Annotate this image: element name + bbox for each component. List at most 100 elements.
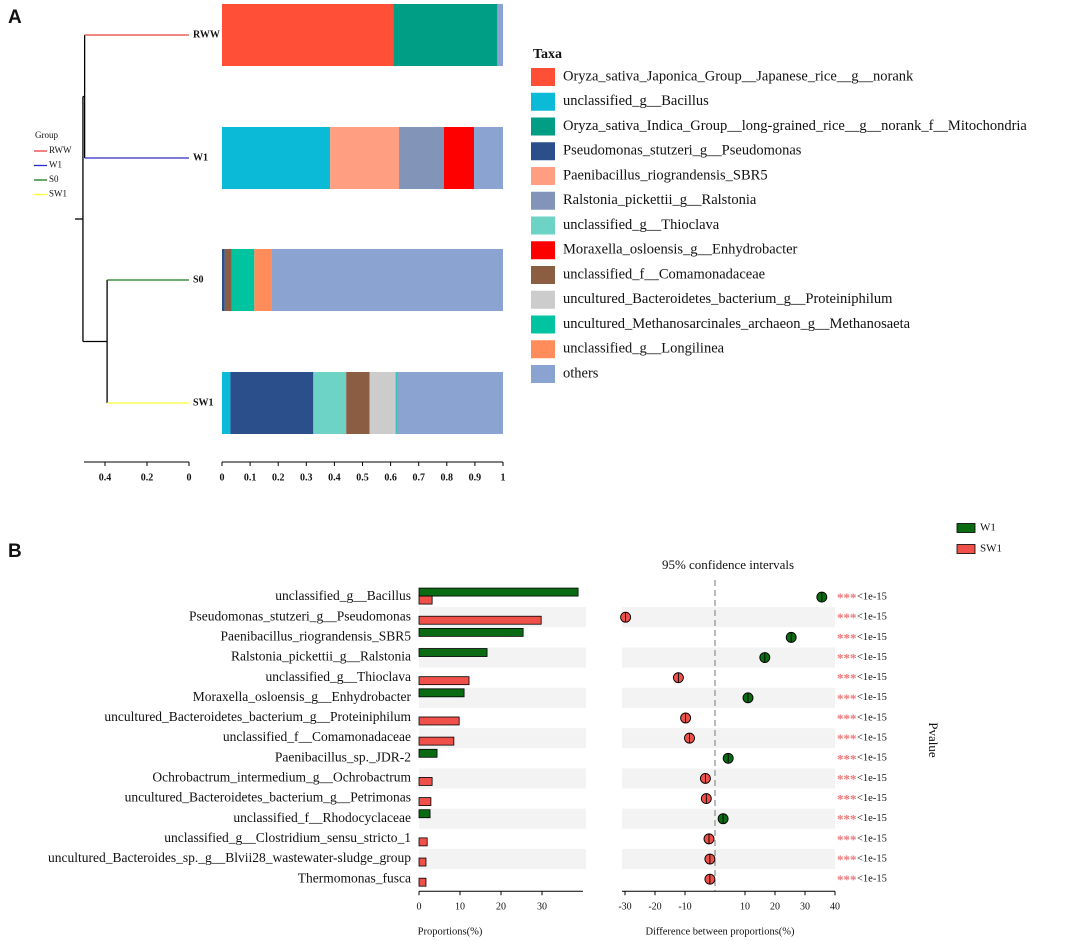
row-band bbox=[419, 848, 586, 870]
legend-label: Paenibacillus_riograndensis_SBR5 bbox=[563, 167, 768, 183]
row-band bbox=[622, 768, 835, 789]
bar bbox=[418, 877, 427, 887]
leaf-label: S0 bbox=[193, 274, 204, 285]
x-tick-label: 0.1 bbox=[244, 472, 257, 483]
bar bbox=[418, 615, 542, 625]
category-label: unclassified_g__Thioclava bbox=[266, 669, 411, 684]
legend-label: SW1 bbox=[980, 543, 1002, 555]
significance: *** bbox=[837, 630, 857, 645]
x-tick-label: -20 bbox=[648, 902, 661, 913]
category-label: uncultured_Bacteroidetes_bacterium_g__Pe… bbox=[125, 790, 411, 805]
bar bbox=[418, 736, 455, 746]
significance: *** bbox=[837, 832, 857, 847]
legend-label: unclassified_g__Thioclava bbox=[563, 217, 720, 233]
category-label: uncultured_Bacteroides_sp._g__Blvii28_wa… bbox=[48, 850, 411, 865]
p-value: <1e-15 bbox=[857, 692, 887, 703]
category-label: unclassified_g__Bacillus bbox=[275, 588, 411, 603]
row-band bbox=[419, 808, 586, 829]
bar-segment bbox=[474, 127, 503, 189]
legend-swatch bbox=[531, 142, 555, 161]
legend-swatch bbox=[531, 241, 555, 260]
x-tick-label: 0 bbox=[187, 472, 192, 483]
category-label: Ralstonia_pickettii_g__Ralstonia bbox=[231, 649, 411, 664]
group-legend-label: SW1 bbox=[49, 189, 67, 199]
panel-label: A bbox=[8, 7, 22, 28]
significance: *** bbox=[837, 691, 857, 706]
legend-swatch bbox=[531, 117, 555, 136]
legend-label: uncultured_Bacteroidetes_bacterium_g__Pr… bbox=[563, 291, 893, 307]
bar-segment bbox=[222, 372, 231, 434]
bar-segment bbox=[443, 127, 475, 189]
x-tick-label: -30 bbox=[618, 902, 631, 913]
bar-segment bbox=[222, 127, 331, 189]
x-tick-label: 10 bbox=[740, 902, 750, 913]
p-value-axis-label: Pvalue bbox=[926, 722, 941, 758]
bar-segment bbox=[497, 4, 503, 66]
p-value: <1e-15 bbox=[857, 833, 887, 844]
bar-segment bbox=[346, 372, 370, 434]
p-value: <1e-15 bbox=[857, 712, 887, 723]
bar bbox=[418, 595, 433, 605]
row-band bbox=[622, 848, 835, 870]
row-band bbox=[622, 728, 835, 749]
legend-label: Ralstonia_pickettii_g__Ralstonia bbox=[563, 192, 757, 208]
x-tick-label: 0.7 bbox=[412, 472, 425, 483]
bar-segment bbox=[395, 372, 397, 434]
leaf-label: W1 bbox=[193, 152, 208, 163]
bar bbox=[418, 716, 460, 726]
x-tick-label: 0.2 bbox=[272, 472, 285, 483]
row-band bbox=[622, 607, 835, 628]
p-value: <1e-15 bbox=[857, 652, 887, 663]
x-tick-label: 0.6 bbox=[384, 472, 397, 483]
legend-title: Taxa bbox=[533, 47, 562, 62]
category-label: Thermomonas_fusca bbox=[298, 870, 411, 885]
category-label: Pseudomonas_stutzeri_g__Pseudomonas bbox=[189, 608, 411, 623]
bar bbox=[418, 627, 524, 637]
x-tick-label: 0.4 bbox=[99, 472, 112, 483]
panel-label: B bbox=[8, 541, 22, 562]
bar-segment bbox=[222, 249, 225, 311]
p-value: <1e-15 bbox=[857, 612, 887, 623]
x-tick-label: -10 bbox=[678, 902, 691, 913]
x-tick-label: 20 bbox=[770, 902, 780, 913]
x-tick-label: 0.5 bbox=[356, 472, 369, 483]
category-label: Paenibacillus_riograndensis_SBR5 bbox=[221, 628, 412, 643]
leaf-label: SW1 bbox=[193, 397, 214, 408]
legend-swatch bbox=[531, 290, 555, 309]
legend-label: Moraxella_osloensis_g__Enhydrobacter bbox=[563, 242, 798, 258]
legend-label: others bbox=[563, 365, 599, 381]
legend-swatch bbox=[531, 340, 555, 359]
significance: *** bbox=[837, 590, 857, 605]
leaf-label: RWW bbox=[193, 29, 220, 40]
x-tick-label: 0.8 bbox=[441, 472, 454, 483]
bar-segment bbox=[393, 4, 498, 66]
legend-swatch bbox=[531, 266, 555, 284]
bar-segment bbox=[399, 127, 444, 189]
bar bbox=[418, 688, 465, 698]
category-label: unclassified_f__Rhodocyclaceae bbox=[233, 810, 411, 825]
group-legend-label: S0 bbox=[49, 174, 59, 184]
bar-segment bbox=[224, 249, 232, 311]
x-tick-label: 20 bbox=[496, 902, 506, 913]
x-tick-label: 0 bbox=[220, 472, 225, 483]
p-value: <1e-15 bbox=[857, 853, 887, 864]
x-tick-label: 0.2 bbox=[141, 472, 154, 483]
row-band bbox=[622, 687, 835, 708]
x-tick-label: 0.3 bbox=[300, 472, 313, 483]
x-tick-label: 40 bbox=[830, 902, 840, 913]
group-legend-label: W1 bbox=[49, 160, 62, 170]
category-label: unclassified_f__Comamonadaceae bbox=[223, 729, 411, 744]
legend-swatch bbox=[531, 167, 555, 185]
significance: *** bbox=[837, 651, 857, 666]
legend-swatch bbox=[956, 523, 976, 533]
category-label: unclassified_g__Clostridium_sensu_strict… bbox=[164, 830, 411, 845]
bar-segment bbox=[313, 372, 347, 434]
bar bbox=[418, 748, 438, 758]
x-tick-label: 1 bbox=[501, 472, 506, 483]
significance: *** bbox=[837, 812, 857, 827]
legend-swatch bbox=[531, 191, 555, 210]
p-value: <1e-15 bbox=[857, 813, 887, 824]
legend-swatch bbox=[956, 544, 976, 554]
x-tick-label: 30 bbox=[537, 902, 547, 913]
